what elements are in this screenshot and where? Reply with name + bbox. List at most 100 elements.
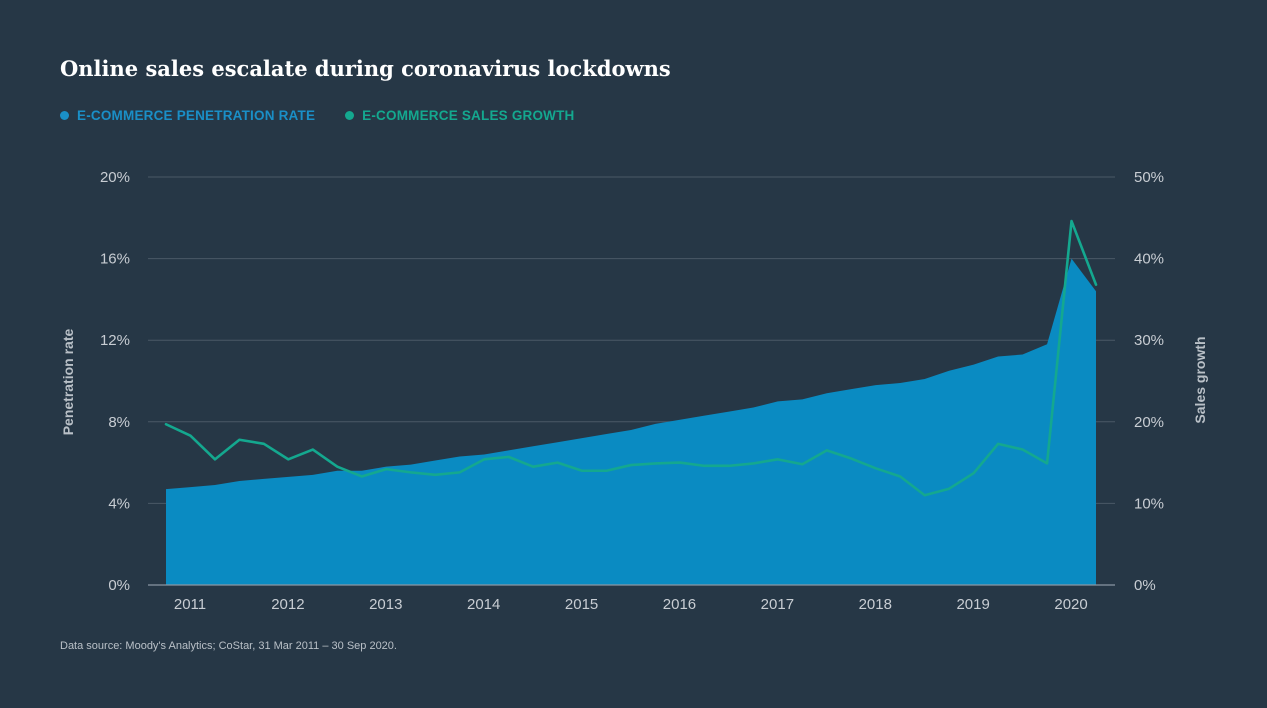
sales-growth-point xyxy=(996,442,1000,446)
penetration-rate-point xyxy=(849,387,853,391)
sales-growth-point xyxy=(874,466,878,470)
sales-growth-point xyxy=(335,465,339,469)
sales-growth-point xyxy=(531,465,535,469)
sales-growth-point xyxy=(825,448,829,452)
penetration-rate-point xyxy=(629,428,633,432)
penetration-rate-point xyxy=(482,452,486,456)
penetration-rate-point xyxy=(653,422,657,426)
sales-growth-point xyxy=(433,473,437,477)
right-tick-label: 20% xyxy=(1134,414,1164,431)
penetration-rate-point xyxy=(825,391,829,395)
x-tick-label: 2016 xyxy=(663,596,696,613)
penetration-rate-point xyxy=(360,469,364,473)
legend-label-sales-growth: E-COMMERCE SALES GROWTH xyxy=(362,108,575,123)
sales-growth-point xyxy=(1021,448,1025,452)
penetration-rate-point xyxy=(237,479,241,483)
sales-growth-point xyxy=(458,470,462,474)
left-tick-label: 16% xyxy=(100,251,130,268)
x-tick-label: 2017 xyxy=(761,596,794,613)
legend-item-penetration-rate: E-COMMERCE PENETRATION RATE xyxy=(60,108,315,123)
penetration-rate-point xyxy=(433,459,437,463)
penetration-rate-point xyxy=(1070,257,1074,261)
penetration-rate-point xyxy=(996,355,1000,359)
sales-growth-point xyxy=(360,474,364,478)
chart-legend: E-COMMERCE PENETRATION RATE E-COMMERCE S… xyxy=(60,108,575,123)
sales-growth-point xyxy=(580,469,584,473)
penetration-rate-point xyxy=(727,410,731,414)
penetration-rate-point xyxy=(311,473,315,477)
penetration-rate-point xyxy=(556,440,560,444)
left-axis-ticks: 0% 4% 8% 12% 16% 20% xyxy=(100,169,130,594)
sales-growth-point xyxy=(164,422,168,426)
sales-growth-line-layer xyxy=(164,219,1098,497)
penetration-rate-point xyxy=(409,463,413,467)
sales-growth-point xyxy=(482,457,486,461)
penetration-rate-point xyxy=(898,381,902,385)
penetration-rate-point xyxy=(605,432,609,436)
sales-growth-point xyxy=(188,434,192,438)
x-tick-label: 2019 xyxy=(956,596,989,613)
sales-growth-point xyxy=(776,457,780,461)
sales-growth-point xyxy=(800,462,804,466)
sales-growth-point xyxy=(605,469,609,473)
penetration-rate-point xyxy=(531,444,535,448)
legend-item-sales-growth: E-COMMERCE SALES GROWTH xyxy=(345,108,574,123)
left-tick-label: 12% xyxy=(100,332,130,349)
x-tick-label: 2013 xyxy=(369,596,402,613)
penetration-rate-point xyxy=(947,369,951,373)
sales-growth-point xyxy=(556,461,560,465)
penetration-rate-point xyxy=(776,399,780,403)
penetration-rate-point xyxy=(923,377,927,381)
x-tick-label: 2018 xyxy=(859,596,892,613)
right-axis-title: Sales growth xyxy=(1192,336,1208,423)
sales-growth-point xyxy=(507,455,511,459)
sales-growth-point xyxy=(972,471,976,475)
penetration-rate-point xyxy=(507,448,511,452)
penetration-rate-point xyxy=(1094,289,1098,293)
x-tick-label: 2020 xyxy=(1054,596,1087,613)
penetration-area-layer xyxy=(166,258,1096,585)
penetration-rate-point xyxy=(213,483,217,487)
x-tick-label: 2012 xyxy=(271,596,304,613)
penetration-rate-point xyxy=(262,477,266,481)
sales-growth-point xyxy=(1045,461,1049,465)
penetration-rate-point xyxy=(972,363,976,367)
sales-growth-point xyxy=(311,448,315,452)
sales-growth-point xyxy=(237,438,241,442)
x-tick-label: 2014 xyxy=(467,596,500,613)
sales-growth-point xyxy=(286,457,290,461)
sales-growth-point xyxy=(653,461,657,465)
sales-growth-point xyxy=(629,463,633,467)
right-tick-label: 50% xyxy=(1134,169,1164,186)
x-tick-label: 2015 xyxy=(565,596,598,613)
sales-growth-point xyxy=(898,474,902,478)
sales-growth-point xyxy=(947,487,951,491)
sales-growth-point xyxy=(849,457,853,461)
right-axis-ticks: 0% 10% 20% 30% 40% 50% xyxy=(1134,169,1164,594)
penetration-rate-point xyxy=(702,414,706,418)
penetration-rate-area xyxy=(166,258,1096,585)
sales-growth-point xyxy=(751,461,755,465)
x-tick-label: 2011 xyxy=(174,596,206,613)
sales-growth-line xyxy=(164,219,1098,497)
sales-growth-point xyxy=(384,467,388,471)
penetration-rate-point xyxy=(800,397,804,401)
sales-growth-point xyxy=(262,442,266,446)
penetration-rate-point xyxy=(458,454,462,458)
right-tick-label: 30% xyxy=(1134,332,1164,349)
sales-growth-point xyxy=(1070,219,1074,223)
right-tick-label: 10% xyxy=(1134,495,1164,512)
sales-growth-point xyxy=(702,464,706,468)
data-source-note: Data source: Moody's Analytics; CoStar, … xyxy=(60,640,397,652)
penetration-rate-point xyxy=(1045,342,1049,346)
left-tick-label: 20% xyxy=(100,169,130,186)
sales-growth-point xyxy=(409,470,413,474)
penetration-rate-point xyxy=(678,418,682,422)
legend-dot-sales-growth xyxy=(345,111,355,120)
right-tick-label: 0% xyxy=(1134,577,1156,594)
penetration-rate-point xyxy=(188,485,192,489)
penetration-rate-point xyxy=(580,436,584,440)
left-tick-label: 8% xyxy=(108,414,130,431)
penetration-rate-point xyxy=(164,487,168,491)
legend-dot-penetration-rate xyxy=(60,111,69,120)
